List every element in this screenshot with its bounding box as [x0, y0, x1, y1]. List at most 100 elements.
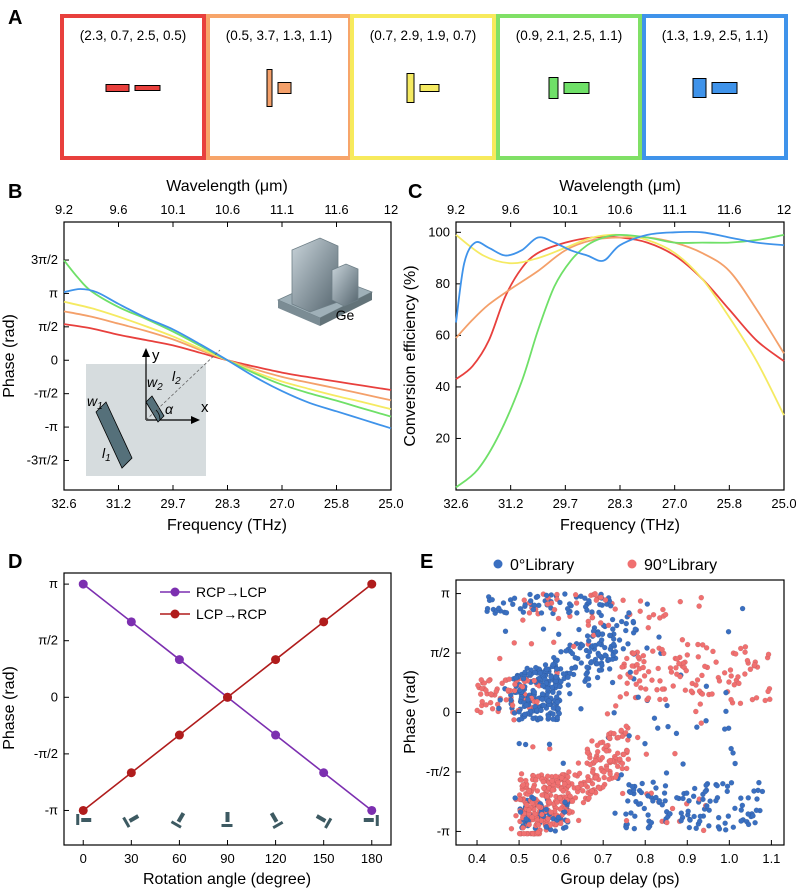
scatter-point-90deg — [534, 788, 541, 794]
chart-d-point — [271, 730, 281, 740]
scatter-point-90deg — [506, 676, 513, 682]
scatter-point-90deg — [607, 771, 613, 777]
chart-c-series-yellow — [455, 233, 785, 416]
scatter-point-90deg — [602, 597, 609, 603]
scatter-point-90deg — [619, 790, 626, 797]
legend-marker — [493, 559, 503, 569]
scatter-point-90deg — [478, 676, 485, 683]
scatter-point-90deg — [698, 720, 705, 726]
x-tick-label: 30 — [124, 851, 138, 866]
scatter-point-0deg — [554, 699, 561, 705]
scatter-point-90deg — [561, 781, 568, 787]
panel-a-label: A — [8, 7, 22, 29]
x-tick-label: 28.3 — [215, 496, 240, 511]
scatter-point-0deg — [516, 708, 522, 715]
scatter-point-0deg — [563, 648, 569, 654]
scatter-point-0deg — [511, 595, 518, 602]
scatter-point-0deg — [517, 605, 524, 612]
scatter-point-90deg — [669, 805, 676, 812]
alpha-symbol: α — [165, 401, 174, 417]
rotation-bar-horizontal — [225, 812, 230, 822]
scatter-point-0deg — [628, 810, 634, 816]
scatter-point-0deg — [588, 658, 595, 665]
scatter-point-90deg — [684, 652, 691, 658]
scatter-point-90deg — [625, 756, 632, 762]
scatter-point-90deg — [589, 738, 595, 744]
panel-c: C Wavelength (μm) Frequency (THz) Conver… — [402, 178, 796, 534]
scatter-point-90deg — [564, 817, 571, 824]
scatter-point-0deg — [503, 609, 510, 616]
bar-2-shape — [277, 82, 292, 94]
x-tick-label: 0.9 — [678, 851, 696, 866]
scatter-point-90deg — [668, 669, 675, 675]
scatter-point-90deg — [612, 606, 619, 612]
scatter-point-0deg — [720, 780, 726, 787]
scatter-point-90deg — [557, 820, 564, 827]
scatter-point-0deg — [578, 705, 584, 712]
scatter-point-0deg — [629, 783, 636, 790]
ge-substrate-side — [320, 292, 372, 326]
x-tick-label: 0.8 — [636, 851, 654, 866]
scatter-point-90deg — [526, 807, 532, 813]
scatter-point-90deg — [623, 723, 630, 730]
y-axis-symbol: y — [152, 347, 160, 364]
scatter-point-90deg — [589, 769, 596, 775]
scatter-point-90deg — [765, 688, 771, 695]
scatter-point-0deg — [724, 783, 731, 790]
scatter-point-90deg — [765, 651, 772, 658]
scatter-point-0deg — [560, 671, 567, 677]
scatter-point-0deg — [610, 636, 617, 642]
scatter-point-0deg — [546, 741, 553, 748]
scatter-point-90deg — [736, 680, 742, 687]
scatter-point-90deg — [552, 773, 559, 780]
param-box-2: (0.5, 3.7, 1.3, 1.1) — [206, 14, 352, 160]
scatter-point-90deg — [550, 639, 557, 646]
scatter-point-90deg — [649, 648, 656, 654]
scatter-point-0deg — [489, 596, 495, 603]
scatter-point-0deg — [555, 814, 562, 821]
scatter-point-90deg — [683, 667, 690, 674]
bar-1-shape — [548, 77, 559, 99]
scatter-point-0deg — [589, 609, 595, 615]
scatter-point-0deg — [662, 797, 668, 804]
scatter-point-90deg — [636, 678, 643, 684]
scatter-point-0deg — [585, 676, 592, 682]
scatter-point-0deg — [565, 682, 572, 688]
scatter-point-0deg — [613, 622, 620, 629]
scatter-point-90deg — [554, 591, 560, 598]
scatter-point-0deg — [627, 669, 634, 676]
scatter-point-90deg — [654, 686, 660, 693]
scatter-point-0deg — [534, 593, 541, 600]
chart-d-point — [271, 655, 281, 665]
y-tick-label: 0 — [51, 352, 58, 367]
scatter-point-90deg — [536, 803, 542, 810]
scatter-point-0deg — [685, 808, 691, 815]
scatter-point-0deg — [517, 809, 524, 815]
chart-d-point — [319, 617, 329, 627]
scatter-point-0deg — [564, 605, 571, 612]
scatter-point-90deg — [548, 809, 554, 816]
scatter-point-90deg — [618, 727, 625, 734]
rotation-bar-horizontal — [363, 818, 374, 822]
scatter-point-90deg — [505, 687, 511, 693]
scatter-point-0deg — [690, 793, 697, 800]
scatter-point-0deg — [714, 782, 720, 789]
scatter-point-90deg — [732, 651, 739, 657]
legend-label: 0°Library — [510, 557, 574, 574]
x-tick-label: 27.0 — [269, 496, 294, 511]
scatter-point-90deg — [603, 743, 609, 749]
x2-tick-label: 11.6 — [324, 202, 348, 217]
scatter-point-0deg — [702, 788, 709, 795]
x-tick-label: 1.1 — [762, 851, 780, 866]
scatter-point-0deg — [664, 702, 670, 709]
scatter-point-90deg — [530, 784, 537, 791]
rotation-state-icon — [122, 814, 140, 828]
scatter-point-90deg — [634, 661, 640, 668]
scatter-point-0deg — [609, 616, 616, 623]
scatter-point-0deg — [582, 595, 588, 601]
scatter-point-90deg — [659, 686, 666, 692]
scatter-point-90deg — [530, 744, 536, 750]
scatter-point-0deg — [645, 812, 651, 818]
scatter-point-90deg — [592, 758, 599, 764]
scatter-point-90deg — [528, 640, 535, 647]
